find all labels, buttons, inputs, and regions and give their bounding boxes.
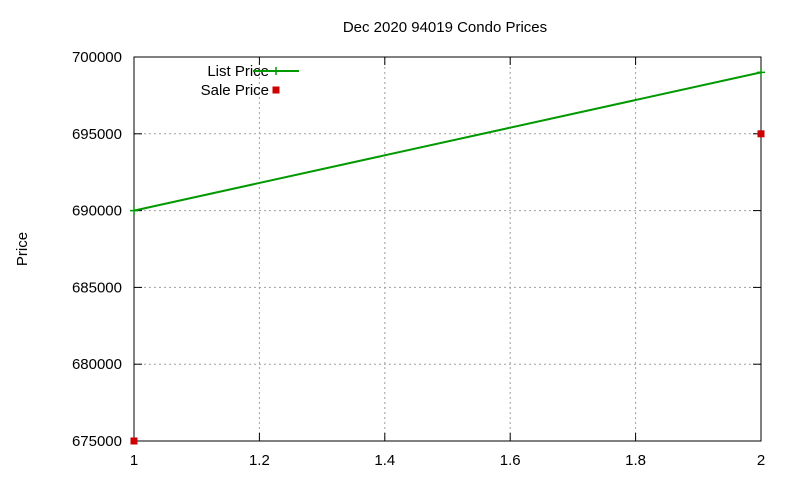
y-tick-label: 690000 bbox=[72, 203, 122, 220]
x-tick-label: 1.2 bbox=[249, 452, 270, 469]
legend-label: Sale Price bbox=[201, 82, 269, 99]
legend-marker bbox=[272, 86, 280, 94]
x-tick-label: 1 bbox=[130, 452, 138, 469]
x-tick-label: 1.6 bbox=[500, 452, 521, 469]
x-tick-label: 2 bbox=[757, 452, 765, 469]
list-price-line bbox=[133, 71, 762, 212]
y-tick-label: 700000 bbox=[72, 49, 122, 66]
list-price-point bbox=[130, 206, 138, 215]
grid-lines bbox=[134, 57, 761, 441]
plot-area-border bbox=[133, 56, 762, 442]
chart-title: Dec 2020 94019 Condo Prices bbox=[343, 19, 547, 36]
list-price-point bbox=[757, 68, 765, 77]
y-tick-label: 680000 bbox=[72, 356, 122, 373]
axis-ticks: 675000 680000 685000 690000 695000 700000 1 1.2… bbox=[72, 49, 765, 469]
x-tick-label: 1.8 bbox=[625, 452, 646, 469]
y-axis-label: Price bbox=[14, 232, 31, 266]
legend-label: List Price bbox=[207, 63, 269, 80]
y-tick-label: 675000 bbox=[72, 433, 122, 450]
x-tick-label: 1.4 bbox=[374, 452, 395, 469]
sale-price-point bbox=[757, 130, 765, 138]
data-series bbox=[130, 68, 765, 445]
y-tick-label: 685000 bbox=[72, 279, 122, 296]
y-tick-label: 695000 bbox=[72, 126, 122, 143]
sale-price-point bbox=[130, 437, 138, 445]
legend-marker bbox=[272, 67, 280, 75]
legend: List Price Sale Price bbox=[201, 63, 299, 99]
